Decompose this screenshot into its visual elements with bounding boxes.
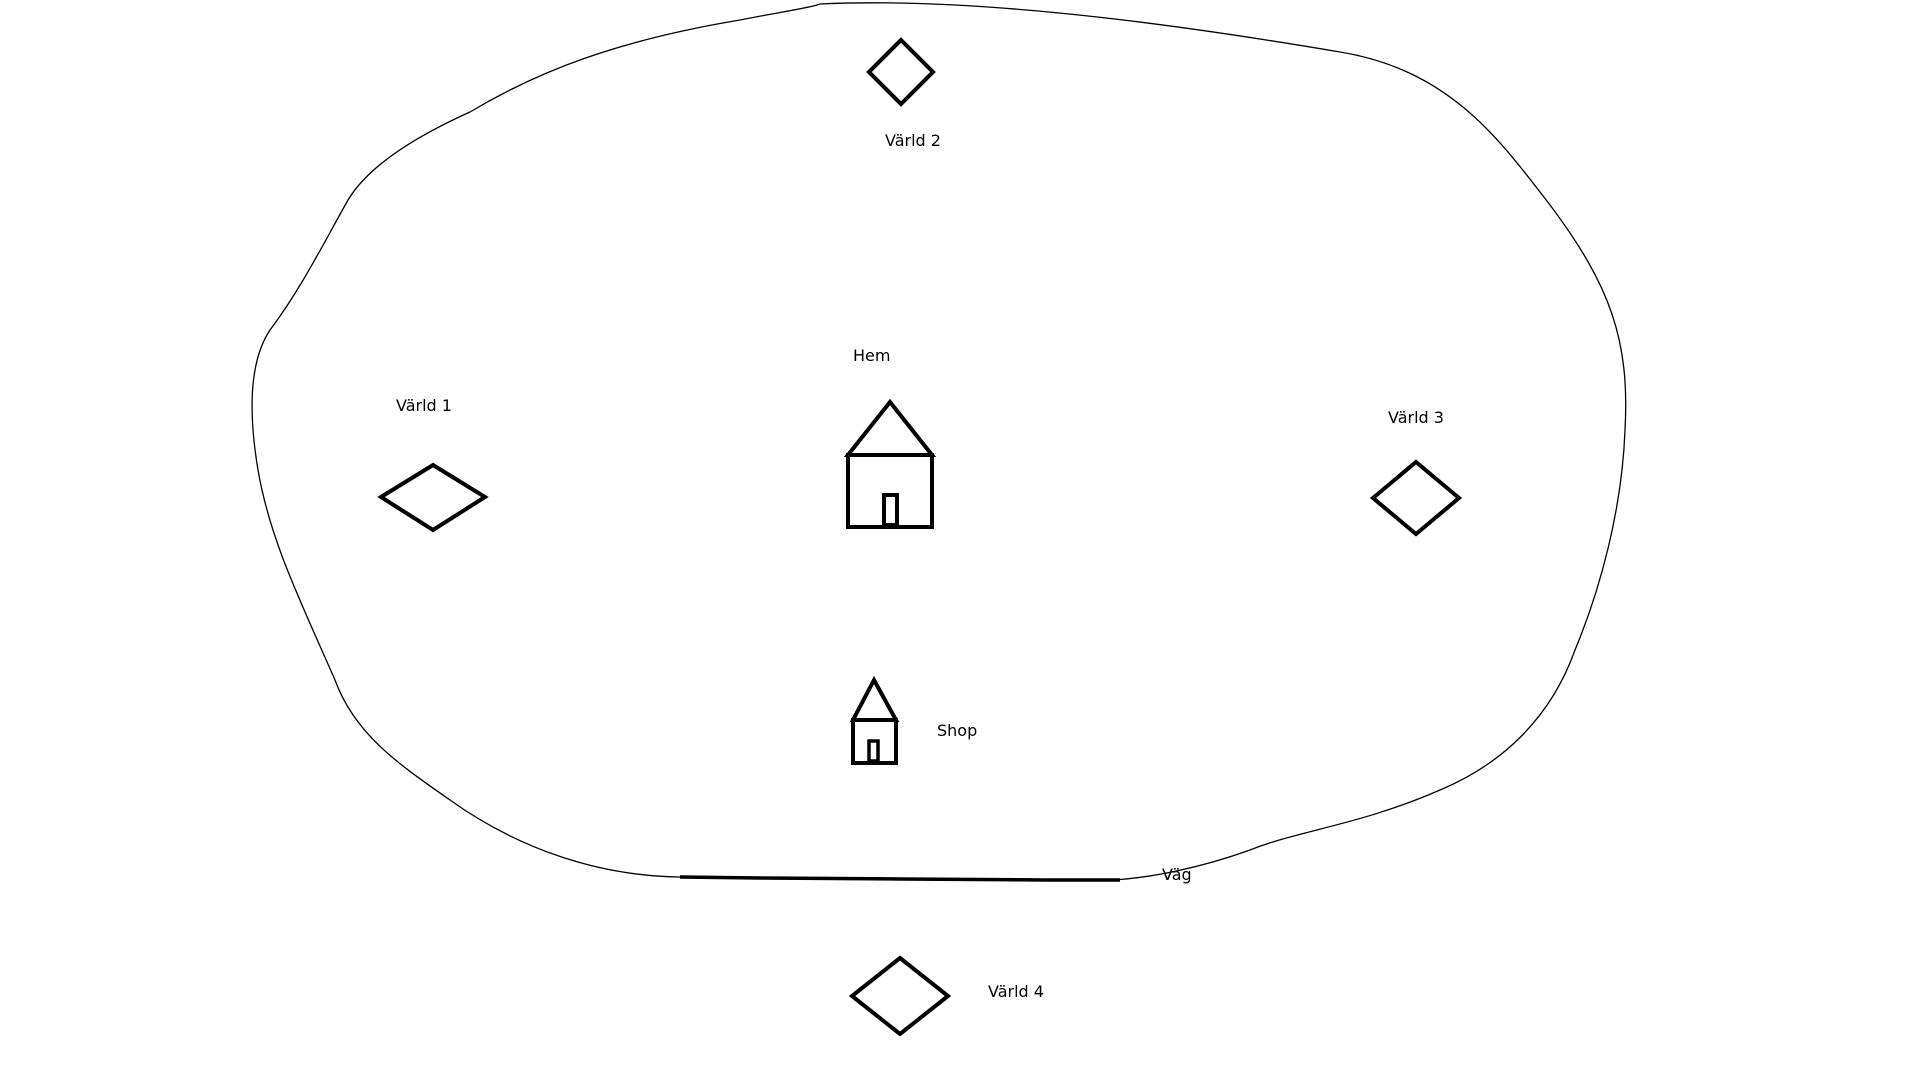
world-4-label: Värld 4 [988,982,1044,1001]
world-1-label: Värld 1 [396,396,452,415]
diamond-icon [1369,459,1463,537]
house-icon [843,398,937,529]
world-2-marker[interactable] [866,37,936,107]
shop-door [867,739,880,763]
shop-label: Shop [937,721,977,740]
home-walls [846,453,934,529]
world-3-marker[interactable] [1369,459,1463,537]
world-2-label: Värld 2 [885,131,941,150]
world-4-marker[interactable] [848,955,952,1037]
shop-walls [851,718,898,765]
home-label: Hem [853,346,890,365]
home-door [882,493,899,527]
house-icon [849,675,900,765]
diamond-icon [377,462,489,533]
shop-roof [849,675,900,722]
home-roof [843,398,937,457]
road-label: Väg [1162,865,1192,884]
world-1-marker[interactable] [377,462,489,533]
world-3-label: Värld 3 [1388,408,1444,427]
diamond-icon [866,37,936,107]
shop-marker[interactable] [849,675,900,765]
diamond-icon [848,955,952,1037]
home-marker[interactable] [843,398,937,529]
road-line [679,875,1120,882]
